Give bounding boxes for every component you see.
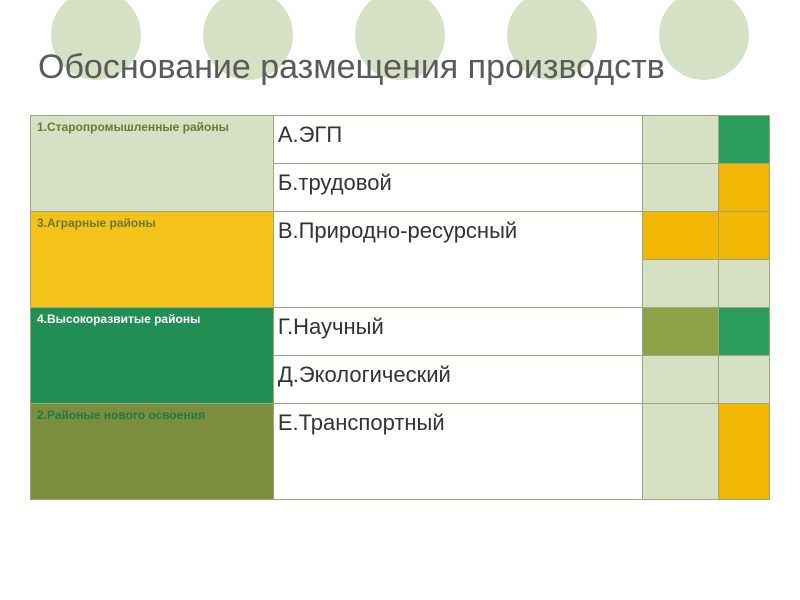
swatch (643, 404, 719, 500)
swatch (643, 116, 719, 164)
placement-table: 1.Старопромышленные районы А.ЭГП Б.трудо… (30, 115, 770, 500)
region-agrarian: 3.Аграрные районы (31, 212, 274, 308)
swatch (643, 212, 719, 260)
swatch (719, 212, 770, 260)
region-advanced: 4.Высокоразвитые районы (31, 308, 274, 404)
factor-egp: А.ЭГП (273, 116, 643, 164)
factor-labor: Б.трудовой (273, 164, 643, 212)
region-new: 2.Районые нового освоения (31, 404, 274, 500)
region-label: 4.Высокоразвитые районы (37, 312, 267, 328)
swatch (719, 164, 770, 212)
swatch (719, 260, 770, 308)
page-title: Обоснование размещения производств (0, 0, 800, 87)
swatch (719, 308, 770, 356)
factor-transport: Е.Транспортный (273, 404, 643, 500)
swatch (643, 356, 719, 404)
region-label: 1.Старопромышленные районы (37, 120, 267, 136)
region-label: 2.Районые нового освоения (37, 408, 267, 424)
region-old-industrial: 1.Старопромышленные районы (31, 116, 274, 212)
swatch (643, 260, 719, 308)
factor-science: Г.Научный (273, 308, 643, 356)
swatch (719, 356, 770, 404)
swatch (719, 116, 770, 164)
swatch (643, 164, 719, 212)
factor-eco: Д.Экологический (273, 356, 643, 404)
region-label: 3.Аграрные районы (37, 216, 267, 232)
swatch (643, 308, 719, 356)
swatch (719, 404, 770, 500)
factor-natural: В.Природно-ресурсный (273, 212, 643, 308)
